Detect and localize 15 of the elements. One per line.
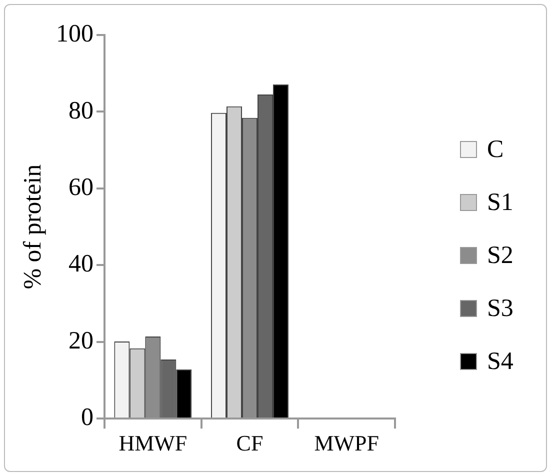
y-tick-label: 80 <box>68 97 94 124</box>
y-axis-title: % of protein <box>20 164 47 290</box>
legend-label: S4 <box>487 348 514 376</box>
y-tick-label: 40 <box>68 250 94 278</box>
y-tick-label: 60 <box>68 174 94 202</box>
x-tick-label: CF <box>236 430 264 456</box>
y-tick-label: 0 <box>81 404 94 432</box>
x-tick-label: HMWF <box>118 430 188 456</box>
y-tick-label: 20 <box>68 327 94 354</box>
legend-label: S3 <box>487 294 514 322</box>
x-tick-label: MWPF <box>314 430 379 456</box>
legend-label: S2 <box>487 242 514 270</box>
y-tick-label: 100 <box>56 20 94 48</box>
legend-label: C <box>487 136 504 164</box>
legend-label: S1 <box>487 188 514 216</box>
